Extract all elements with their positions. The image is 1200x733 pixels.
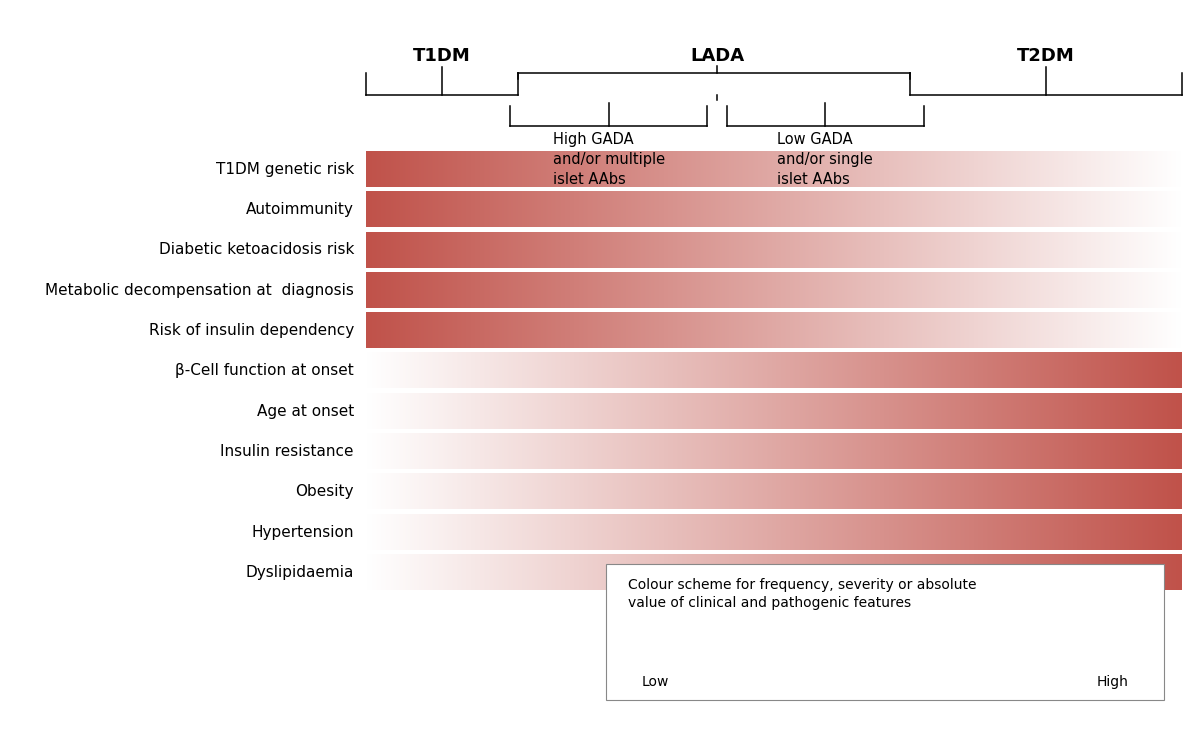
Text: Hypertension: Hypertension — [252, 525, 354, 539]
Text: Colour scheme for frequency, severity or absolute
value of clinical and pathogen: Colour scheme for frequency, severity or… — [628, 578, 976, 610]
Text: Obesity: Obesity — [295, 485, 354, 499]
Text: Risk of insulin dependency: Risk of insulin dependency — [149, 323, 354, 338]
Text: High: High — [1096, 675, 1128, 689]
Text: T1DM genetic risk: T1DM genetic risk — [216, 162, 354, 177]
Text: Dyslipidaemia: Dyslipidaemia — [246, 565, 354, 580]
Text: Age at onset: Age at onset — [257, 404, 354, 419]
Text: Insulin resistance: Insulin resistance — [221, 444, 354, 459]
Text: Autoimmunity: Autoimmunity — [246, 202, 354, 217]
Text: Low: Low — [642, 675, 670, 689]
Text: Metabolic decompensation at  diagnosis: Metabolic decompensation at diagnosis — [46, 283, 354, 298]
Text: T1DM: T1DM — [413, 46, 472, 65]
Text: High GADA
and/or multiple
islet AAbs: High GADA and/or multiple islet AAbs — [553, 132, 665, 186]
Text: β-Cell function at onset: β-Cell function at onset — [175, 364, 354, 378]
Text: LADA: LADA — [690, 46, 744, 65]
Text: Diabetic ketoacidosis risk: Diabetic ketoacidosis risk — [158, 243, 354, 257]
FancyBboxPatch shape — [606, 564, 1164, 700]
Text: Low GADA
and/or single
islet AAbs: Low GADA and/or single islet AAbs — [778, 132, 874, 186]
Text: T2DM: T2DM — [1016, 46, 1075, 65]
